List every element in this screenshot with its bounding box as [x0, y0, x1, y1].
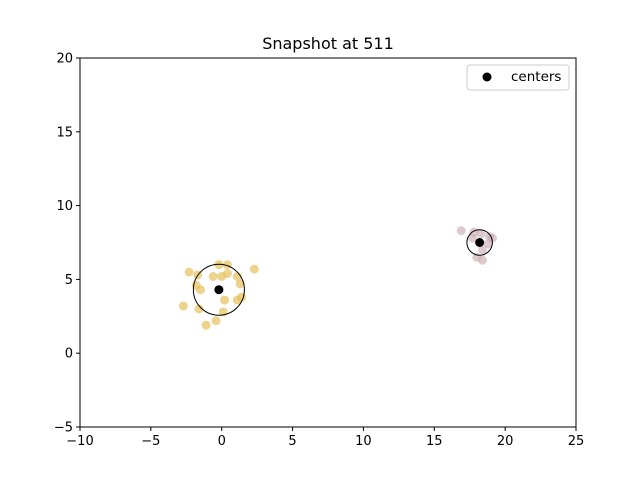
plot-frame: [79, 57, 577, 428]
x-axis: −10 −5 0 5 10 15 20 25: [66, 427, 584, 449]
centers-layer: [214, 238, 485, 295]
x-tick-label: 20: [497, 434, 514, 449]
data-point: [208, 271, 218, 281]
data-point: [194, 304, 204, 314]
x-tick-label: 5: [288, 434, 296, 449]
data-point: [456, 226, 466, 236]
cluster-circles-layer: [192, 229, 493, 316]
data-point: [211, 316, 221, 326]
chart-title: Snapshot at 511: [262, 34, 394, 53]
data-point: [477, 255, 487, 265]
x-tick-label: 25: [568, 434, 585, 449]
data-point: [468, 233, 478, 243]
cluster-boundary-circle: [192, 263, 245, 316]
x-tick-label: 10: [355, 434, 372, 449]
data-point: [235, 279, 245, 289]
y-tick-label: −5: [54, 421, 73, 436]
data-point: [249, 264, 259, 274]
data-point: [222, 268, 232, 278]
x-tick-label: −10: [66, 434, 93, 449]
legend: centers: [466, 64, 570, 91]
legend-box: [466, 64, 570, 91]
data-point: [476, 229, 486, 239]
y-tick-label: 20: [56, 52, 73, 67]
data-point: [201, 320, 211, 330]
data-point: [483, 239, 493, 249]
x-tick-label: 15: [426, 434, 443, 449]
data-point: [220, 295, 230, 305]
cluster-center-point: [214, 285, 224, 295]
data-point: [485, 232, 495, 242]
y-tick-label: 5: [65, 273, 73, 288]
x-tick-label: −5: [141, 434, 160, 449]
legend-label-centers: centers: [511, 69, 561, 85]
y-axis: −5 0 5 10 15 20: [54, 52, 80, 436]
legend-marker-centers: [482, 72, 492, 82]
data-point: [184, 267, 194, 277]
y-tick-label: 0: [65, 347, 73, 362]
data-point: [477, 245, 487, 255]
y-tick-label: 10: [56, 199, 73, 214]
data-point: [178, 301, 188, 311]
y-tick-label: 15: [56, 125, 73, 140]
cluster-boundary-circle: [466, 229, 493, 256]
x-tick-label: 0: [218, 434, 226, 449]
data-point: [232, 295, 242, 305]
cluster-center-point: [475, 238, 485, 247]
